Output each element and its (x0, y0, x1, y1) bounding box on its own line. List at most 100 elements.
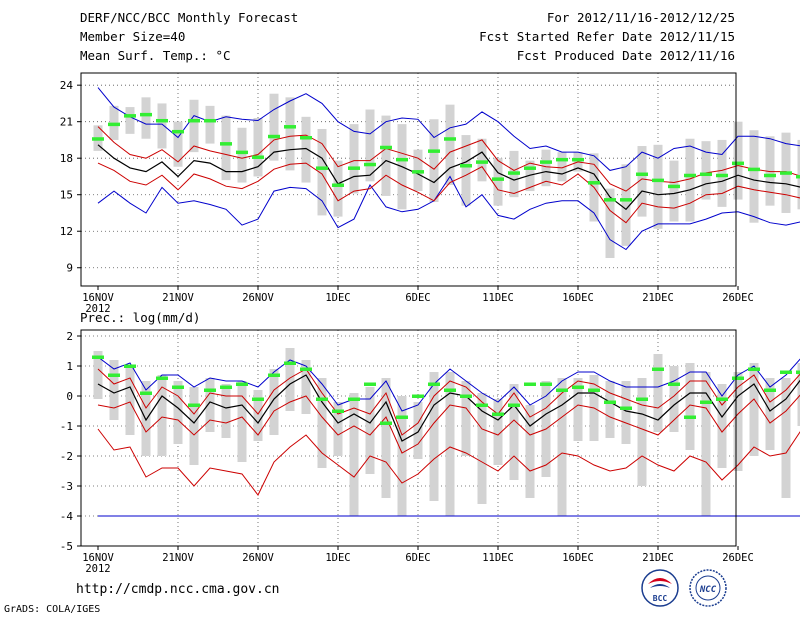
member-range-box (205, 378, 215, 432)
member-range-box (237, 381, 247, 462)
x-tick-label: 16NOV (82, 292, 114, 304)
observed-marker (444, 388, 456, 392)
member-range-box (125, 366, 135, 435)
observed-marker (108, 122, 120, 127)
x-tick-label: 6DEC (405, 552, 430, 564)
member-range-box (109, 360, 119, 420)
observed-marker (444, 137, 456, 141)
member-range-box (365, 109, 375, 182)
observed-marker (316, 166, 328, 170)
member-range-box (605, 188, 615, 259)
member-range-box (173, 381, 183, 444)
observed-marker (540, 382, 552, 386)
x-tick-label: 21NOV (162, 292, 194, 304)
member-range-box (141, 381, 151, 456)
member-range-box (605, 381, 615, 438)
y-tick-label: -1 (60, 420, 73, 433)
observed-marker (300, 367, 312, 371)
bcc-logo: BCC (641, 569, 679, 607)
member-range-box (781, 378, 791, 498)
observed-marker (332, 409, 344, 413)
member-range-box (285, 97, 295, 171)
observed-marker (460, 394, 472, 398)
observed-marker (764, 388, 776, 392)
observed-marker (492, 412, 504, 416)
observed-marker (588, 181, 600, 185)
x-tick-label: 1DEC (325, 552, 350, 564)
y-tick-label: -3 (60, 480, 73, 493)
member-range-box (157, 375, 167, 456)
ensemble-mean-line (97, 144, 800, 211)
observed-marker (796, 174, 800, 179)
observed-marker (268, 134, 280, 139)
x-tick-label: 16DEC (562, 292, 594, 304)
ncc-logo: NCC (689, 569, 727, 607)
member-range-box (381, 378, 391, 498)
y-tick-label: 1 (66, 360, 73, 373)
member-range-box (749, 363, 759, 456)
y-tick-label: 0 (66, 390, 73, 403)
variable-label: Mean Surf. Temp.: °C (80, 48, 231, 63)
x-tick-label: 16DEC (562, 552, 594, 564)
observed-marker (428, 149, 440, 153)
member-range-box (653, 354, 663, 432)
observed-marker (380, 421, 392, 425)
x-tick-label: 11DEC (482, 552, 514, 564)
y-tick-label: 15 (60, 189, 73, 202)
observed-marker (412, 170, 424, 174)
observed-marker (172, 385, 184, 389)
member-range-box (477, 393, 487, 504)
observed-marker (556, 388, 568, 392)
lower-outer-line (97, 175, 800, 251)
observed-marker (652, 178, 664, 183)
y-tick-label: 2 (66, 330, 73, 343)
x-tick-label: 21DEC (642, 292, 674, 304)
observed-marker (636, 397, 648, 401)
member-range-box (717, 384, 727, 468)
member-range-box (141, 97, 151, 139)
member-range-box (189, 99, 199, 153)
observed-marker (252, 155, 264, 159)
x-tick-label: 21DEC (642, 552, 674, 564)
observed-marker (204, 118, 216, 123)
member-range-box (797, 363, 800, 426)
observed-marker (108, 373, 120, 377)
observed-marker (572, 157, 584, 162)
member-range-box (733, 372, 743, 471)
y-tick-label: -4 (60, 510, 74, 523)
observed-marker (732, 376, 744, 380)
upper-inner-line (97, 126, 800, 192)
member-range-box (93, 351, 103, 399)
member-range-box (317, 128, 327, 216)
y-tick-label: 21 (60, 116, 73, 129)
member-range-box (637, 146, 647, 217)
observed-marker (652, 367, 664, 371)
x-tick-label: 26DEC (722, 292, 754, 304)
observed-marker (220, 142, 232, 146)
member-range-box (333, 160, 343, 217)
observed-marker (348, 166, 360, 170)
observed-marker (700, 400, 712, 404)
observed-marker (364, 162, 376, 167)
upper-inner-line (97, 368, 800, 436)
observed-marker (508, 403, 520, 407)
member-size-label: Member Size=40 (80, 29, 186, 44)
observed-marker (156, 118, 168, 123)
observed-marker (188, 403, 200, 407)
observed-marker (284, 125, 296, 129)
member-range-box (125, 107, 135, 134)
member-range-box (493, 158, 503, 206)
observed-marker (92, 137, 104, 141)
observed-marker (300, 136, 312, 140)
source-url[interactable]: http://cmdp.ncc.cma.gov.cn (76, 582, 280, 597)
precipitation-panel: -5 -4 -3 -2 -1 0 1 2 16NOV 21NOV 26NOV 1DEC 6DEC 11DE… (60, 329, 800, 575)
observed-marker (732, 161, 744, 166)
observed-marker (204, 388, 216, 392)
observed-marker (156, 376, 168, 380)
member-range-box (429, 372, 439, 501)
member-range-box (413, 402, 423, 459)
observed-marker (460, 164, 472, 168)
member-range-box (493, 399, 503, 465)
plot-frame (80, 329, 737, 547)
lower-outer-line (97, 428, 800, 496)
